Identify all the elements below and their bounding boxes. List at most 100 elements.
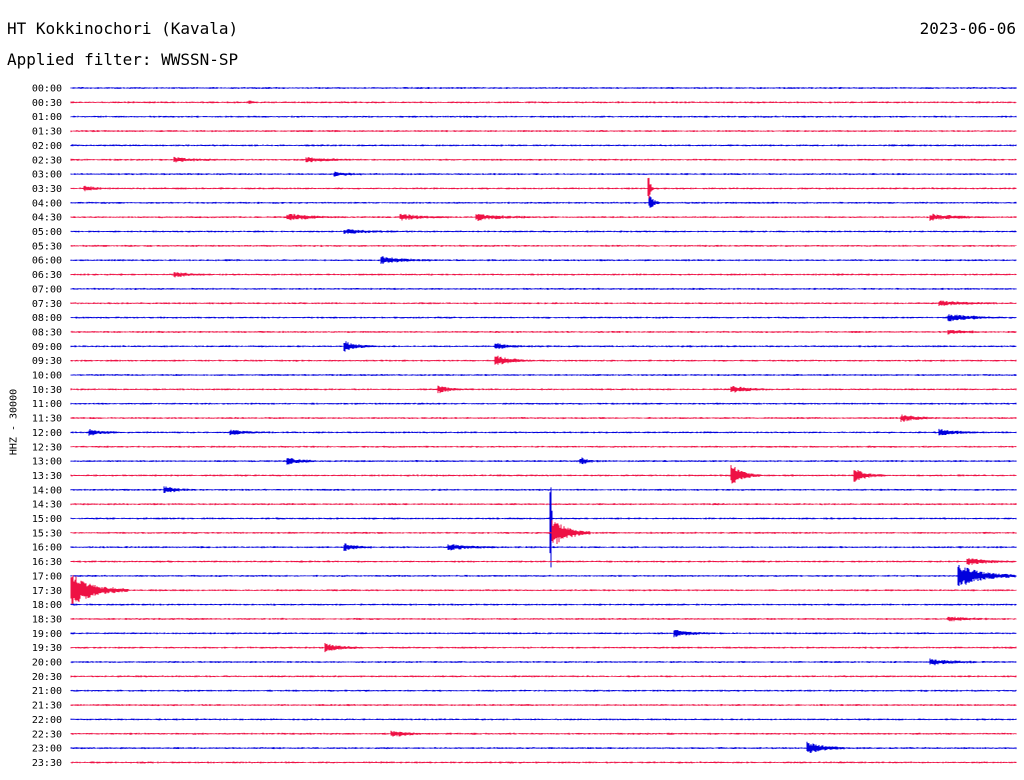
trace-1930: [70, 643, 1017, 653]
trace-1230: [70, 445, 1017, 448]
row-label-1230: 12:30: [32, 442, 62, 453]
station-title: HT Kokkinochori (Kavala): [7, 19, 239, 38]
trace-2100: [70, 689, 1017, 692]
trace-1300: [70, 457, 1017, 465]
trace-0530: [70, 244, 1017, 247]
trace-0730: [70, 300, 1017, 306]
row-label-1500: 15:00: [32, 514, 62, 525]
trace-1530: [70, 520, 1017, 544]
date-label: 2023-06-06: [919, 19, 1016, 38]
trace-0500: [70, 229, 1017, 234]
filter-label: Applied filter: WWSSN-SP: [7, 50, 239, 69]
row-label-0730: 07:30: [32, 299, 62, 310]
row-label-0900: 09:00: [32, 342, 62, 353]
row-label-0200: 02:00: [32, 141, 62, 152]
trace-0830: [70, 329, 1017, 335]
row-label-0400: 04:00: [32, 198, 62, 209]
trace-1600: [70, 543, 1017, 551]
row-label-2300: 23:00: [32, 744, 62, 755]
trace-1000: [70, 373, 1017, 377]
row-label-2000: 20:00: [32, 658, 62, 669]
trace-1500: [70, 487, 1017, 568]
row-label-0530: 05:30: [32, 241, 62, 252]
row-label-0030: 00:30: [32, 98, 62, 109]
trace-1730: [70, 575, 1017, 604]
trace-2330: [70, 761, 1017, 764]
row-label-0230: 02:30: [32, 155, 62, 166]
trace-0300: [70, 171, 1017, 177]
row-label-0830: 08:30: [32, 327, 62, 338]
row-label-2230: 22:30: [32, 729, 62, 740]
trace-0800: [70, 314, 1017, 322]
row-label-0000: 00:00: [32, 84, 62, 95]
row-label-0330: 03:30: [32, 184, 62, 195]
trace-0900: [70, 341, 1017, 352]
row-label-1930: 19:30: [32, 643, 62, 654]
row-label-1330: 13:30: [32, 471, 62, 482]
trace-1400: [70, 486, 1017, 493]
row-label-2100: 21:00: [32, 686, 62, 697]
trace-0000: [70, 86, 1017, 90]
trace-0330: [70, 177, 1017, 201]
trace-1100: [70, 402, 1017, 405]
row-label-1300: 13:00: [32, 457, 62, 468]
trace-1030: [70, 385, 1017, 394]
trace-0100: [70, 115, 1017, 118]
trace-1200: [70, 428, 1017, 436]
row-label-0430: 04:30: [32, 213, 62, 224]
row-label-1800: 18:00: [32, 600, 62, 611]
row-label-1700: 17:00: [32, 571, 62, 582]
row-label-0500: 05:00: [32, 227, 62, 238]
trace-0030: [70, 100, 1017, 104]
row-label-1200: 12:00: [32, 428, 62, 439]
row-label-1100: 11:00: [32, 399, 62, 410]
trace-0630: [70, 272, 1017, 278]
row-label-0100: 01:00: [32, 112, 62, 123]
row-label-0800: 08:00: [32, 313, 62, 324]
row-label-1730: 17:30: [32, 586, 62, 597]
trace-1700: [70, 564, 1017, 586]
row-label-1400: 14:00: [32, 485, 62, 496]
trace-1430: [70, 503, 1017, 506]
trace-0130: [70, 129, 1017, 133]
trace-2130: [70, 703, 1017, 707]
y-axis-label: HHZ - 30000: [8, 388, 20, 456]
trace-0930: [70, 355, 1017, 365]
trace-1630: [70, 558, 1017, 565]
row-label-2030: 20:30: [32, 672, 62, 683]
row-label-1430: 14:30: [32, 500, 62, 511]
row-label-1830: 18:30: [32, 614, 62, 625]
row-label-1530: 15:30: [32, 528, 62, 539]
row-label-0300: 03:00: [32, 170, 62, 181]
row-label-1130: 11:30: [32, 414, 62, 425]
trace-0430: [70, 213, 1017, 221]
trace-1800: [70, 603, 1017, 606]
trace-2030: [70, 675, 1017, 678]
trace-2230: [70, 730, 1017, 737]
trace-0600: [70, 256, 1017, 264]
row-label-0930: 09:30: [32, 356, 62, 367]
trace-0200: [70, 144, 1017, 147]
row-label-2330: 23:30: [32, 758, 62, 769]
trace-0700: [70, 287, 1017, 290]
trace-0230: [70, 156, 1017, 163]
trace-1830: [70, 616, 1017, 622]
row-label-0130: 01:30: [32, 127, 62, 138]
row-label-0700: 07:00: [32, 284, 62, 295]
row-label-1600: 16:00: [32, 543, 62, 554]
row-label-2130: 21:30: [32, 701, 62, 712]
trace-2000: [70, 658, 1017, 666]
trace-2300: [70, 741, 1017, 753]
row-label-0630: 06:30: [32, 270, 62, 281]
row-label-1000: 10:00: [32, 371, 62, 382]
trace-2200: [70, 718, 1017, 721]
helicorder-rows: 00:00 00:30 01:00 01:30 02:00 02:30 03:00 03:30…: [32, 84, 1017, 769]
row-label-1030: 10:30: [32, 385, 62, 396]
row-label-0600: 06:00: [32, 256, 62, 267]
row-label-2200: 22:00: [32, 715, 62, 726]
trace-0400: [70, 196, 1017, 208]
row-label-1900: 19:00: [32, 629, 62, 640]
trace-1900: [70, 629, 1017, 638]
row-label-1630: 16:30: [32, 557, 62, 568]
